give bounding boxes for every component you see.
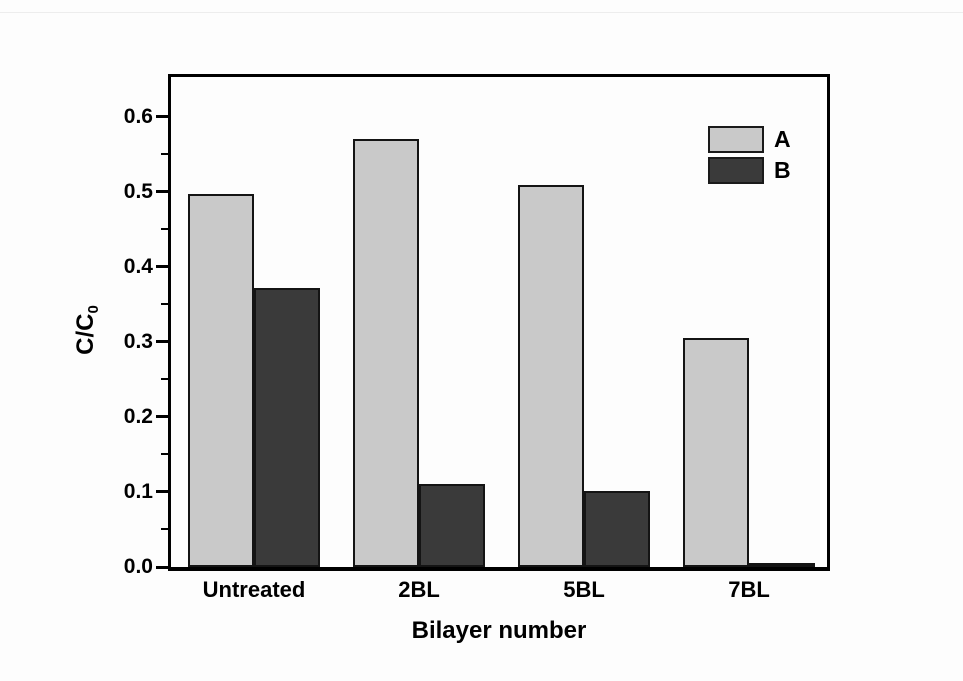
- y-major-tick: [156, 565, 168, 569]
- y-axis-title-subscript: 0: [85, 305, 102, 314]
- bar-A-2BL: [353, 138, 419, 567]
- x-tick-label-Untreated: Untreated: [202, 577, 306, 602]
- y-major-tick: [156, 340, 168, 344]
- bar-B-5BL: [584, 491, 650, 567]
- bar-A-7BL: [683, 338, 749, 567]
- x-tick-label-5BL: 5BL: [563, 577, 605, 602]
- y-tick-label: 0.2: [123, 404, 153, 428]
- y-major-tick: [156, 415, 168, 419]
- bar-B-Untreated: [254, 287, 320, 567]
- y-minor-tick: [161, 453, 168, 456]
- legend-swatch-B: [708, 157, 764, 184]
- bar-B-2BL: [419, 483, 485, 567]
- y-minor-tick: [161, 228, 168, 231]
- top-border-line: [0, 12, 963, 13]
- x-tick-label-7BL: 7BL: [728, 577, 770, 602]
- y-tick-label: 0.6: [123, 104, 153, 128]
- y-minor-tick: [161, 153, 168, 156]
- y-tick-label: 0.5: [123, 179, 153, 203]
- y-major-tick: [156, 265, 168, 269]
- legend-item-A: A: [708, 126, 791, 153]
- bar-A-5BL: [518, 185, 584, 567]
- bar-A-Untreated: [188, 194, 254, 567]
- y-tick-label: 0.3: [123, 329, 153, 353]
- y-major-tick: [156, 490, 168, 494]
- y-minor-tick: [161, 528, 168, 531]
- y-tick-label: 0.1: [123, 479, 153, 503]
- plot-frame: [168, 74, 830, 571]
- x-tick-label-2BL: 2BL: [398, 577, 440, 602]
- x-axis-title: Bilayer number: [411, 617, 587, 644]
- y-minor-tick: [161, 303, 168, 306]
- y-tick-label: 0.0: [123, 555, 153, 578]
- y-major-tick: [156, 190, 168, 194]
- bar-B-7BL: [749, 563, 815, 567]
- y-major-tick: [156, 115, 168, 119]
- y-tick-label: 0.4: [123, 254, 153, 278]
- legend-swatch-A: [708, 126, 764, 153]
- legend-label: B: [774, 157, 791, 183]
- plot-area: [171, 77, 827, 567]
- legend-item-B: B: [708, 157, 791, 184]
- y-minor-tick: [161, 378, 168, 381]
- legend-label: A: [774, 126, 791, 152]
